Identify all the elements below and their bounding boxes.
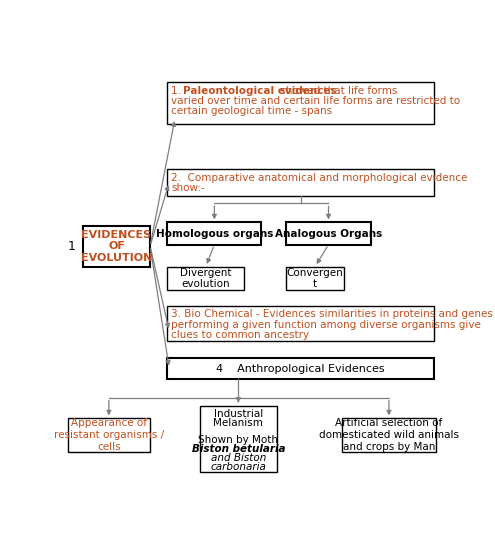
Bar — [286, 222, 371, 245]
Text: 2.  Comparative anatomical and morphological evidence: 2. Comparative anatomical and morphologi… — [171, 173, 468, 183]
Text: Industrial: Industrial — [214, 409, 263, 419]
Bar — [83, 226, 150, 267]
Text: Homologous organs: Homologous organs — [156, 228, 273, 239]
Text: 1.: 1. — [171, 86, 188, 96]
Text: 4    Anthropological Evidences: 4 Anthropological Evidences — [216, 364, 385, 373]
Bar — [68, 419, 150, 452]
Text: Divergent
evolution: Divergent evolution — [180, 268, 232, 289]
Bar — [167, 306, 434, 341]
Text: Artificial selection of
domesticated wild animals
and crops by Man: Artificial selection of domesticated wil… — [319, 419, 459, 452]
Text: 1: 1 — [68, 240, 76, 252]
Bar — [167, 169, 434, 196]
Bar — [167, 359, 434, 379]
Text: show:-: show:- — [171, 183, 205, 193]
Bar — [167, 267, 244, 290]
Text: Melanism: Melanism — [213, 418, 263, 428]
Text: certain geological time - spans: certain geological time - spans — [171, 107, 332, 117]
Text: varied over time and certain life forms are restricted to: varied over time and certain life forms … — [171, 96, 460, 106]
Text: clues to common ancestry: clues to common ancestry — [171, 330, 309, 340]
Text: showed that life forms: showed that life forms — [277, 86, 397, 96]
Bar — [286, 267, 344, 290]
Text: Biston betularia: Biston betularia — [192, 444, 285, 454]
Text: EVIDENCES
OF
EVOLUTION: EVIDENCES OF EVOLUTION — [81, 229, 152, 263]
Bar — [167, 82, 434, 124]
Text: performing a given function among diverse organisms give: performing a given function among divers… — [171, 320, 481, 330]
Text: Shown by Moth: Shown by Moth — [198, 436, 278, 446]
Text: and Biston: and Biston — [211, 453, 266, 463]
Bar — [167, 222, 261, 245]
Bar — [342, 419, 436, 452]
Bar — [200, 406, 277, 472]
Text: 3. Bio Chemical - Evidences similarities in proteins and genes: 3. Bio Chemical - Evidences similarities… — [171, 309, 493, 320]
Text: Paleontological evidences: Paleontological evidences — [183, 86, 337, 96]
Text: carbonaria: carbonaria — [210, 462, 266, 472]
Text: Convergen
t: Convergen t — [287, 268, 344, 289]
Text: Appearance of
resistant organisms /
cells: Appearance of resistant organisms / cell… — [54, 419, 164, 452]
Text: Analogous Organs: Analogous Organs — [275, 228, 382, 239]
